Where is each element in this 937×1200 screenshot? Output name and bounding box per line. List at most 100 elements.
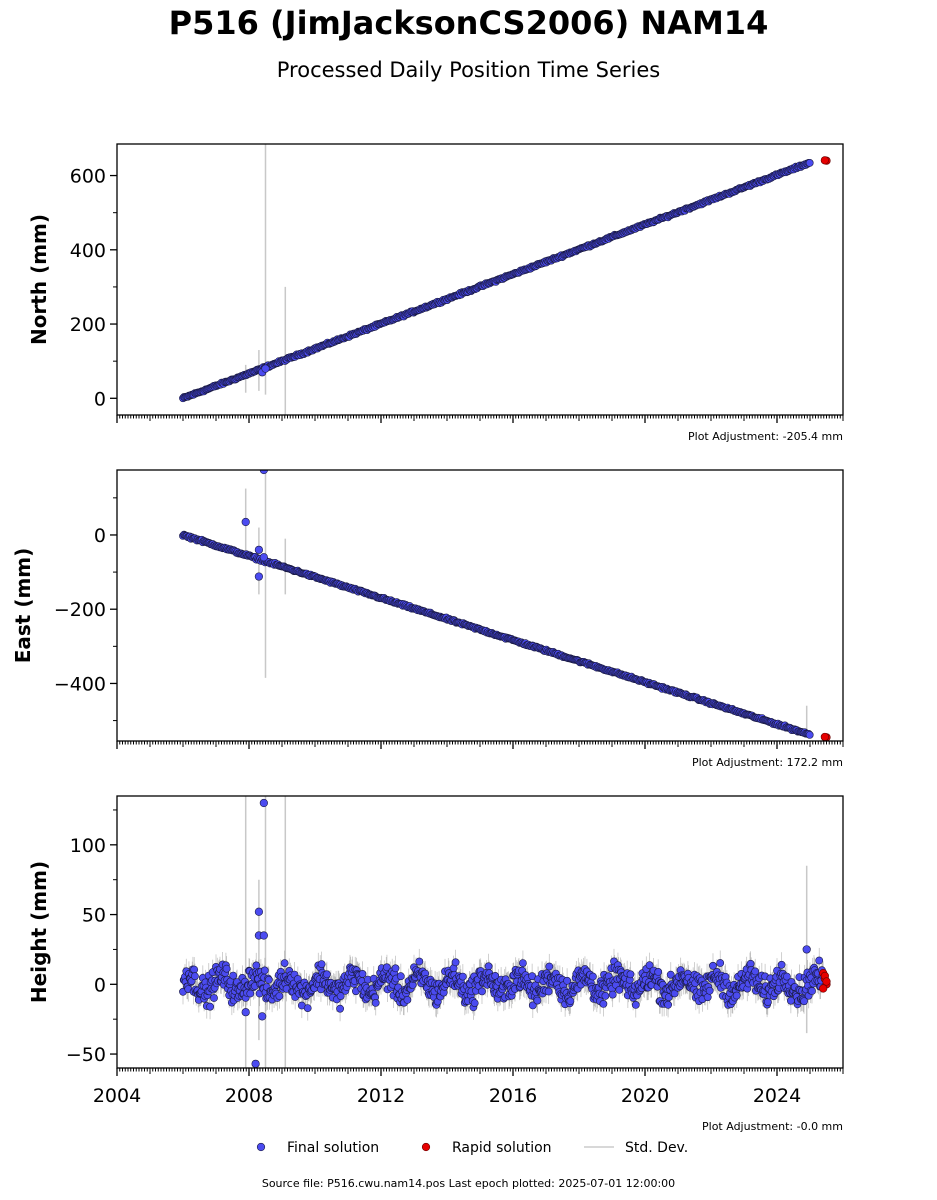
final-solution-point [254,907,263,916]
final-solution-point [254,545,263,554]
y-tick-label: −400 [54,673,106,695]
rapid-solution-point [820,156,829,165]
final-solution-point [800,997,808,1006]
y-tick-label: 0 [94,974,106,996]
legend-label: Final solution [287,1140,379,1156]
final-solution-point [470,999,479,1007]
y-tick-label: 50 [82,905,106,927]
x-tick-label: 2016 [489,1085,537,1107]
final-solution-point [805,731,814,739]
plot-adjustment-note: Plot Adjustment: -205.4 mm [688,430,843,443]
final-solution-point [716,959,725,967]
rapid-solution-point [819,984,828,993]
final-solution-point [336,1004,344,1013]
chart-subtitle: Processed Daily Position Time Series [276,58,661,82]
rapid-solution-point [820,732,829,741]
panel-east: 0 −200 −400 East (mm) Plot Adjustment: 172.2… [11,469,844,769]
final-solution-point [396,972,405,981]
final-solution-point [303,1004,312,1012]
final-solution-point [631,1001,640,1009]
legend-item: Rapid solution [421,1140,552,1156]
final-solution-point [382,963,391,972]
final-solution-point [210,994,218,1002]
final-solution-point [589,972,597,981]
final-solution-point [709,961,717,970]
plot-area [179,470,831,741]
final-solution-point [264,975,273,984]
panel-height: 100 50 0 −50 2004 2008 2012 2016 2020 2024 Height … [27,795,844,1133]
final-solution-point [491,972,500,980]
final-solution-point [478,987,486,996]
final-solution-point [251,1059,260,1068]
final-solution-point [808,987,816,995]
final-solution-point [252,961,261,970]
x-tick-label: 2004 [93,1085,141,1107]
final-solution-point [254,572,263,581]
final-solution-point [544,987,553,996]
y-tick-label: −50 [66,1044,106,1066]
final-solution-point [519,959,527,967]
final-solution-point [275,992,284,1000]
final-solution-point [322,970,331,979]
x-tick-label: 2024 [753,1085,801,1107]
final-solution-point [566,997,575,1005]
final-solution-point [190,972,199,981]
final-solution-point [645,961,654,970]
y-axis-label: Height (mm) [27,861,51,1003]
final-solution-point [664,1000,672,1009]
final-solution-point [241,1008,250,1017]
final-solution-point [654,968,663,976]
final-solution-point [705,986,714,995]
y-tick-label: 0 [94,525,106,547]
x-tick-label: 2008 [225,1085,273,1107]
plot-adjustment-note: Plot Adjustment: 172.2 mm [692,756,843,769]
final-solution-point [259,553,268,562]
final-solution-point [777,960,786,969]
y-axis-label: North (mm) [27,214,51,345]
final-solution-point [391,964,400,973]
final-solution-point [763,998,772,1006]
final-solution-point [259,798,268,808]
plot-adjustment-note: Plot Adjustment: -0.0 mm [702,1120,843,1133]
final-solution-point [751,967,760,976]
axes-frame [116,143,844,416]
final-solution-point [451,958,460,967]
final-solution-point [533,996,542,1005]
y-tick-label: 100 [70,835,106,857]
final-solution-point [415,957,424,966]
final-solution-point [246,989,255,998]
chart-title: P516 (JimJacksonCS2006) NAM14 [168,4,769,42]
y-tick-label: 600 [70,166,106,188]
x-tick-label: 2012 [357,1085,405,1107]
legend-label: Std. Dev. [625,1140,688,1156]
final-solution-point [601,992,610,1000]
final-solution-point [608,990,617,999]
final-solution-point [599,1000,608,1008]
final-solution-point [222,964,231,973]
final-solution-point [732,991,741,1000]
final-solution-point [260,966,269,975]
final-solution-point [317,960,326,968]
final-solution-point [484,962,493,971]
final-solution-point [458,972,467,981]
plot-area [179,144,831,415]
y-tick-label: −200 [54,599,106,621]
final-solution-point [815,956,824,965]
final-solution-point [261,364,270,373]
y-tick-label: 0 [94,388,106,410]
final-solution-point [805,158,814,167]
legend-item: Final solution [256,1140,379,1156]
final-solution-point [528,1001,537,1010]
legend-item: Std. Dev. [584,1140,688,1156]
final-solution-point [563,976,571,985]
final-solution-point [280,959,289,967]
final-solution-point [666,970,675,979]
rapid-legend-marker [421,1142,431,1152]
plot-area [179,796,831,1068]
axes-frame [116,795,844,1069]
final-solution-point [259,931,268,940]
final-solution-point [802,945,811,954]
panel-north: 0 200 400 600 North (mm) Plot Adjustment: -20… [27,143,844,443]
final-solution-point [545,962,554,971]
